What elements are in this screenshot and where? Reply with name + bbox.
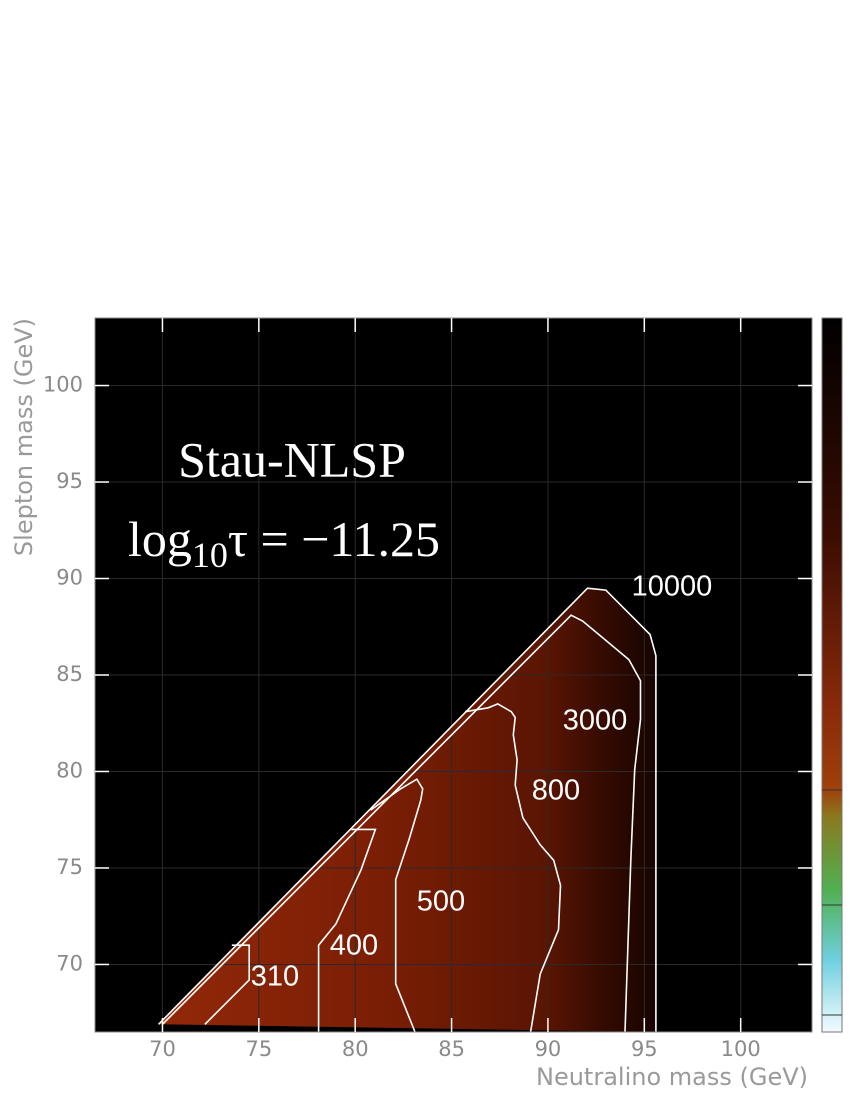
grid-layer [95,318,812,1032]
y-tick-label: 70 [56,951,83,975]
contour-layer: 10000 3000 800 500 400 310 [158,571,713,1033]
x-tick-label: 75 [245,1037,272,1061]
colorbar [821,317,843,1033]
annotation: Stau-NLSP [178,431,406,487]
contour-label: 800 [532,775,580,807]
y-tick-label: 95 [56,469,83,493]
x-tick-label: 90 [535,1037,562,1061]
formula-rest: τ = −11.25 [228,511,440,567]
heatmap-region [158,588,656,1032]
x-tick-label: 70 [149,1037,176,1061]
y-tick-label: 80 [56,758,83,782]
contour-label: 500 [417,886,465,918]
contour-label: 10000 [632,571,713,603]
contour-line [370,778,424,1033]
contour-label: 3000 [563,705,628,737]
y-tick-label: 100 [43,373,83,397]
x-tick-label: 80 [342,1037,369,1061]
x-tick-label: 95 [631,1037,658,1061]
y-tick-label: 75 [56,855,83,879]
contour-label: 310 [251,961,299,993]
contour-label: 400 [330,930,378,962]
y-axis-label: Slepton mass (GeV) [10,318,38,556]
contour-line [158,587,657,1032]
y-tick-label: 90 [56,566,83,590]
formula-base: log [128,511,192,567]
contour-line [464,703,562,1033]
formula-subscript: 10 [192,535,228,575]
heatmap-layer [158,588,656,1032]
x-axis-label: Neutralino mass (GeV) [536,1063,808,1091]
x-tick-label: 100 [721,1037,761,1061]
contour-line [317,828,377,1032]
x-tick-label: 85 [438,1037,465,1061]
contour-line [204,944,250,1025]
contour-line [161,614,642,1033]
formula: log10τ = −11.25 [128,511,440,575]
y-tick-label: 85 [56,662,83,686]
